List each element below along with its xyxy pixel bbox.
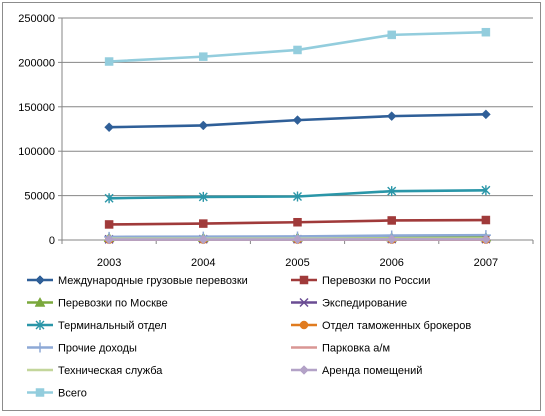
y-tick-label-2: 100000: [18, 146, 55, 158]
y-tick-label-3: 150000: [18, 102, 55, 114]
legend: Международные грузовые перевозки Перевозк…: [27, 275, 471, 400]
legend-item-2: Перевозки по Москве: [27, 296, 168, 310]
data-point-9-1: [198, 234, 209, 245]
x-tick-label-2006: 2006: [379, 257, 403, 269]
data-point-9-0: [104, 234, 114, 245]
legend-marker-6: [35, 342, 45, 353]
y-tick-label-5: 250000: [18, 13, 55, 25]
legend-marker-10: [35, 388, 45, 397]
legend-item-1: Перевозки по России: [291, 275, 430, 287]
data-point-4-4: [481, 185, 491, 196]
legend-label-1: Перевозки по России: [322, 275, 430, 287]
legend-item-6: Прочие доходы: [27, 342, 137, 355]
x-tick-label-2004: 2004: [191, 257, 215, 269]
legend-marker-1: [299, 275, 309, 285]
data-point-4-1: [198, 191, 208, 202]
data-point-1-0: [104, 220, 114, 229]
legend-label-5: Отдел таможенных брокеров: [322, 320, 471, 332]
data-point-1-4: [481, 215, 491, 225]
legend-label-6: Прочие доходы: [58, 343, 137, 355]
y-tick-label-4: 200000: [18, 57, 55, 69]
data-point-9-2: [292, 234, 303, 245]
x-tick-label-2003: 2003: [97, 257, 121, 269]
legend-label-3: Экспедирование: [322, 298, 407, 310]
x-tick-label-2005: 2005: [285, 257, 309, 269]
legend-label-0: Международные грузовые перевозки: [58, 275, 248, 287]
legend-item-10: Всего: [27, 388, 87, 400]
legend-item-5: Отдел таможенных брокеров: [291, 320, 471, 332]
line-chart: 0 50000 100000 150000 200000 250000 2003 2004 20…: [18, 13, 534, 400]
legend-item-0: Международные грузовые перевозки: [27, 275, 248, 287]
legend-marker-9: [299, 365, 309, 375]
legend-label-2: Перевозки по Москве: [58, 298, 168, 310]
legend-marker-2: [34, 296, 46, 307]
legend-item-9: Аренда помещений: [291, 365, 422, 377]
legend-label-8: Техническая служба: [58, 365, 163, 377]
data-point-1-2: [293, 217, 302, 227]
data-point-10-4: [481, 27, 491, 37]
data-point-4-3: [387, 186, 397, 197]
series-1: [104, 215, 491, 229]
legend-item-3: Экспедирование: [291, 298, 407, 310]
series-9: [104, 234, 491, 245]
data-point-10-0: [104, 57, 114, 66]
legend-label-10: Всего: [58, 388, 87, 400]
legend-item-7: Парковка а/м: [291, 343, 390, 355]
data-point-9-3: [386, 234, 397, 245]
data-point-0-2: [292, 115, 303, 125]
legend-label-7: Парковка а/м: [322, 343, 390, 355]
legend-marker-3: [299, 297, 309, 308]
data-point-9-4: [481, 234, 491, 245]
data-point-1-1: [199, 219, 208, 228]
legend-marker-4: [35, 320, 45, 330]
series-lines: [103, 27, 492, 245]
legend-item-4: Терминальный отдел: [27, 320, 167, 332]
y-tick-label-0: 0: [49, 235, 55, 247]
legend-marker-5: [299, 320, 309, 330]
legend-item-8: Техническая служба: [27, 365, 163, 377]
series-4: [104, 185, 491, 204]
data-point-1-3: [387, 216, 396, 225]
data-point-0-4: [481, 109, 491, 120]
legend-label-4: Терминальный отдел: [58, 320, 167, 332]
x-tick-label-2007: 2007: [474, 257, 498, 269]
data-point-4-2: [293, 191, 302, 202]
series-0: [104, 109, 491, 133]
data-point-10-2: [293, 45, 302, 55]
chart-frame: 0 50000 100000 150000 200000 250000 2003 2004 20…: [2, 2, 541, 411]
data-point-0-1: [198, 120, 209, 131]
data-point-0-0: [104, 122, 114, 133]
y-tick-label-1: 50000: [24, 191, 55, 203]
data-point-0-3: [386, 111, 397, 121]
legend-label-9: Аренда помещений: [322, 365, 422, 377]
legend-marker-0: [35, 275, 45, 285]
data-point-10-3: [387, 30, 396, 40]
data-point-10-1: [199, 52, 208, 61]
data-point-4-0: [104, 193, 114, 204]
series-10: [104, 27, 491, 66]
